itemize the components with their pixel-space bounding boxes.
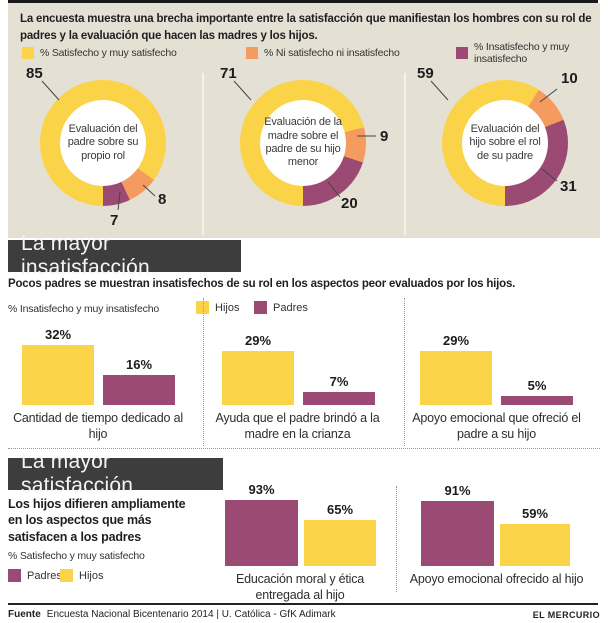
legend-neutral: % Ni satisfecho ni insatisfecho — [246, 46, 400, 60]
bar-padres — [421, 501, 494, 566]
donut-mother-eval: Evaluación de la madre sobre el padre de… — [240, 80, 366, 206]
bar-value-label: 5% — [527, 378, 547, 393]
donut3-neutral-value: 10 — [561, 70, 578, 87]
footer-rule — [8, 603, 598, 605]
bar-caption: Cantidad de tiempo dedicado al hijo — [13, 411, 183, 441]
intro-text: La encuesta muestra una brecha important… — [20, 13, 592, 42]
bar-col-padres: 5% — [501, 378, 573, 405]
source-line: Fuente Encuesta Nacional Bicentenario 201… — [8, 609, 336, 620]
legend-padres: Padres — [254, 301, 308, 314]
legend-hijos: Hijos — [196, 301, 239, 314]
bar-caption: Ayuda que el padre brindó a la madre en … — [215, 411, 380, 441]
bar-value-label: 29% — [442, 333, 470, 348]
bar-group-tiempo: 32% 16% — [22, 327, 175, 405]
bar-value-label: 91% — [444, 483, 471, 498]
donut1-satisfied-value: 85 — [26, 65, 43, 82]
section-title-satisfaccion: La mayor satisfacción — [8, 450, 223, 497]
insatisfaccion-subtitle: Pocos padres se muestran insatisfechos d… — [8, 278, 516, 290]
donut1-dissatisfied-value: 7 — [110, 212, 119, 229]
legend-hijos-label: Hijos — [79, 569, 104, 582]
bar-hijos — [222, 351, 294, 405]
bar-hijos — [304, 520, 376, 566]
section-title-satisfaccion-text: La mayor satisfacción — [21, 450, 134, 497]
bar-group-ayuda: 29% 7% — [222, 330, 375, 405]
column-divider — [396, 486, 397, 592]
bar-value-label: 59% — [521, 506, 549, 521]
satisfied-swatch-icon — [22, 47, 34, 59]
bar-col-padres: 93% — [225, 482, 298, 566]
bar-value-label: 16% — [125, 357, 153, 372]
padres-swatch-icon — [8, 569, 21, 582]
bar-caption: Apoyo emocional ofrecido al hijo — [409, 572, 584, 586]
legend-neutral-label: % Ni satisfecho ni insatisfecho — [264, 47, 400, 59]
donut2-dissatisfied-value: 20 — [341, 195, 358, 212]
satisfaccion-measure-label: % Satisfecho y muy satisfecho — [8, 550, 145, 562]
section-title-insatisfaccion-text: La mayor insatisfacción — [21, 232, 150, 279]
section-title-insatisfaccion: La mayor insatisfacción — [8, 232, 241, 279]
legend-dissatisfied: % Insatisfecho y muy insatisfecho — [456, 41, 600, 65]
column-divider — [404, 298, 405, 446]
legend-hijos-bottom: Hijos — [60, 569, 103, 582]
bar-caption: Apoyo emocional que ofreció el padre a s… — [412, 411, 581, 441]
source-label: Fuente — [8, 609, 41, 620]
bar-col-padres: 7% — [303, 374, 375, 405]
legend-padres-bottom: Padres — [8, 569, 62, 582]
bar-value-label: 32% — [44, 327, 72, 342]
neutral-swatch-icon — [246, 47, 258, 59]
donut-mother-eval-title: Evaluación de la madre sobre el padre de… — [260, 100, 346, 186]
brand-label: EL MERCURIO — [532, 610, 600, 620]
bar-hijos — [22, 345, 94, 405]
bar-value-label: 7% — [329, 374, 349, 389]
bar-group-apoyo: 29% 5% — [420, 330, 573, 405]
bar-hijos — [500, 524, 570, 566]
donut-child-eval-title: Evaluación del hijo sobre el rol de su p… — [462, 100, 548, 186]
padres-swatch-icon — [254, 301, 267, 314]
hijos-swatch-icon — [196, 301, 209, 314]
legend-satisfied-label: % Satisfecho y muy satisfecho — [40, 47, 177, 59]
donut2-neutral-value: 9 — [380, 128, 389, 145]
evaluation-panel: La encuesta muestra una brecha important… — [8, 3, 600, 238]
bar-padres — [225, 500, 298, 566]
legend-satisfied: % Satisfecho y muy satisfecho — [22, 46, 177, 60]
bar-value-label: 65% — [326, 502, 354, 517]
legend-padres-label: Padres — [273, 301, 308, 314]
donut-child-eval: Evaluación del hijo sobre el rol de su p… — [442, 80, 568, 206]
insatisfaccion-measure-label: % Insatisfecho y muy insatisfecho — [8, 303, 159, 315]
column-divider — [203, 298, 204, 446]
source-text: Encuesta Nacional Bicentenario 2014 | U.… — [46, 609, 336, 620]
bar-value-label: 93% — [248, 482, 275, 497]
satisfaccion-subtitle: Los hijos difieren ampliamente en los as… — [8, 497, 186, 544]
bar-padres — [103, 375, 175, 405]
bar-hijos — [420, 351, 492, 405]
section-separator — [8, 448, 600, 449]
bar-group-educacion: 93% 65% — [225, 480, 376, 566]
donut1-neutral-value: 8 — [158, 191, 167, 208]
bar-col-hijos: 32% — [22, 327, 94, 405]
legend-hijos-label: Hijos — [215, 301, 240, 314]
donut3-dissatisfied-value: 31 — [560, 178, 577, 195]
donut3-satisfied-value: 59 — [417, 65, 434, 82]
top-border — [8, 0, 598, 3]
bar-col-hijos: 29% — [420, 333, 492, 405]
donut-father-self-title: Evaluación del padre sobre su propio rol — [60, 100, 146, 186]
panel-divider — [404, 73, 406, 235]
bar-caption: Educación moral y ética entregada al hij… — [235, 572, 365, 602]
bar-col-padres: 16% — [103, 357, 175, 405]
bar-value-label: 29% — [244, 333, 272, 348]
bar-col-hijos: 59% — [500, 506, 570, 566]
donut2-satisfied-value: 71 — [220, 65, 237, 82]
legend-padres-label: Padres — [27, 569, 62, 582]
bar-group-apoyo-emocional: 91% 59% — [421, 480, 570, 566]
dissatisfied-swatch-icon — [456, 47, 468, 59]
bar-col-hijos: 65% — [304, 502, 376, 566]
bar-col-hijos: 29% — [222, 333, 294, 405]
donut-father-self: Evaluación del padre sobre su propio rol — [40, 80, 166, 206]
legend-dissatisfied-label: % Insatisfecho y muy insatisfecho — [474, 41, 570, 65]
bar-col-padres: 91% — [421, 483, 494, 566]
bar-padres — [501, 396, 573, 405]
hijos-swatch-icon — [60, 569, 73, 582]
bar-padres — [303, 392, 375, 405]
panel-divider — [202, 73, 204, 235]
